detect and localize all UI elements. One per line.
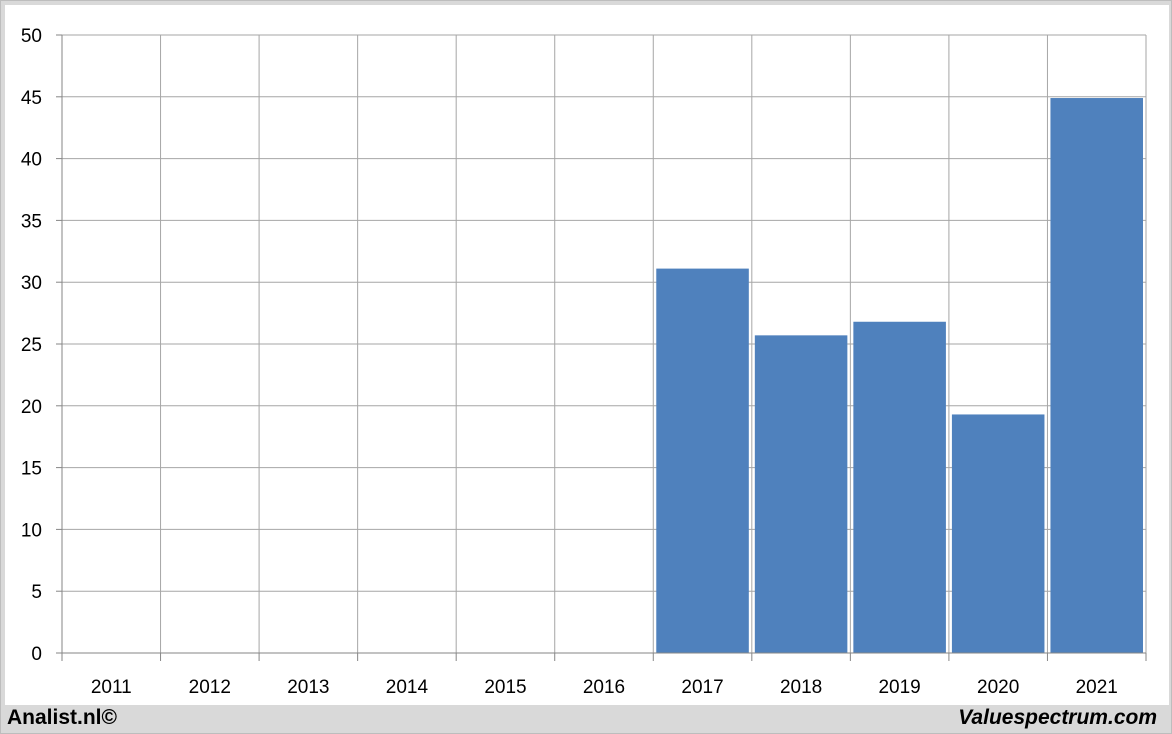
footer-left-credit: Analist.nl© <box>7 706 117 729</box>
x-tick-label: 2020 <box>977 677 1019 698</box>
grid-lines <box>62 34 1147 653</box>
x-tick-label: 2013 <box>287 677 329 698</box>
footer-right-credit: Valuespectrum.com <box>958 706 1157 729</box>
y-tick-label: 50 <box>21 26 42 47</box>
x-tick-label: 2021 <box>1076 677 1118 698</box>
chart-area: 0 5 10 15 20 25 30 35 40 45 50 2011 2012 2013 2014 201… <box>5 5 1169 705</box>
x-tick-label: 2015 <box>484 677 526 698</box>
y-tick-label: 25 <box>21 335 42 356</box>
bar-2018 <box>754 335 848 653</box>
y-tick-labels: 0 5 10 15 20 25 30 35 40 45 50 <box>21 26 42 665</box>
y-tick-label: 30 <box>21 273 42 294</box>
x-tick-label: 2017 <box>681 677 723 698</box>
x-tick-label: 2012 <box>189 677 231 698</box>
axes <box>56 34 1147 661</box>
y-tick-label: 40 <box>21 150 42 171</box>
y-tick-label: 35 <box>21 211 42 232</box>
y-tick-label: 45 <box>21 88 42 109</box>
x-tick-label: 2019 <box>878 677 920 698</box>
x-tick-label: 2018 <box>780 677 822 698</box>
x-tick-label: 2016 <box>583 677 625 698</box>
y-tick-label: 15 <box>21 459 42 480</box>
x-tick-label: 2011 <box>91 677 132 698</box>
x-tick-labels: 2011 2012 2013 2014 2015 2016 2017 2018 2019 2020… <box>91 677 1118 698</box>
bar-2019 <box>853 321 946 653</box>
bar-2017 <box>656 268 749 653</box>
bars <box>656 98 1143 653</box>
y-tick-label: 10 <box>21 520 42 541</box>
x-tick-label: 2014 <box>386 677 429 698</box>
y-tick-label: 5 <box>31 582 42 603</box>
bar-2021 <box>1050 98 1143 653</box>
y-tick-label: 20 <box>21 397 42 418</box>
bar-2020 <box>951 414 1045 653</box>
y-tick-label: 0 <box>31 644 42 665</box>
